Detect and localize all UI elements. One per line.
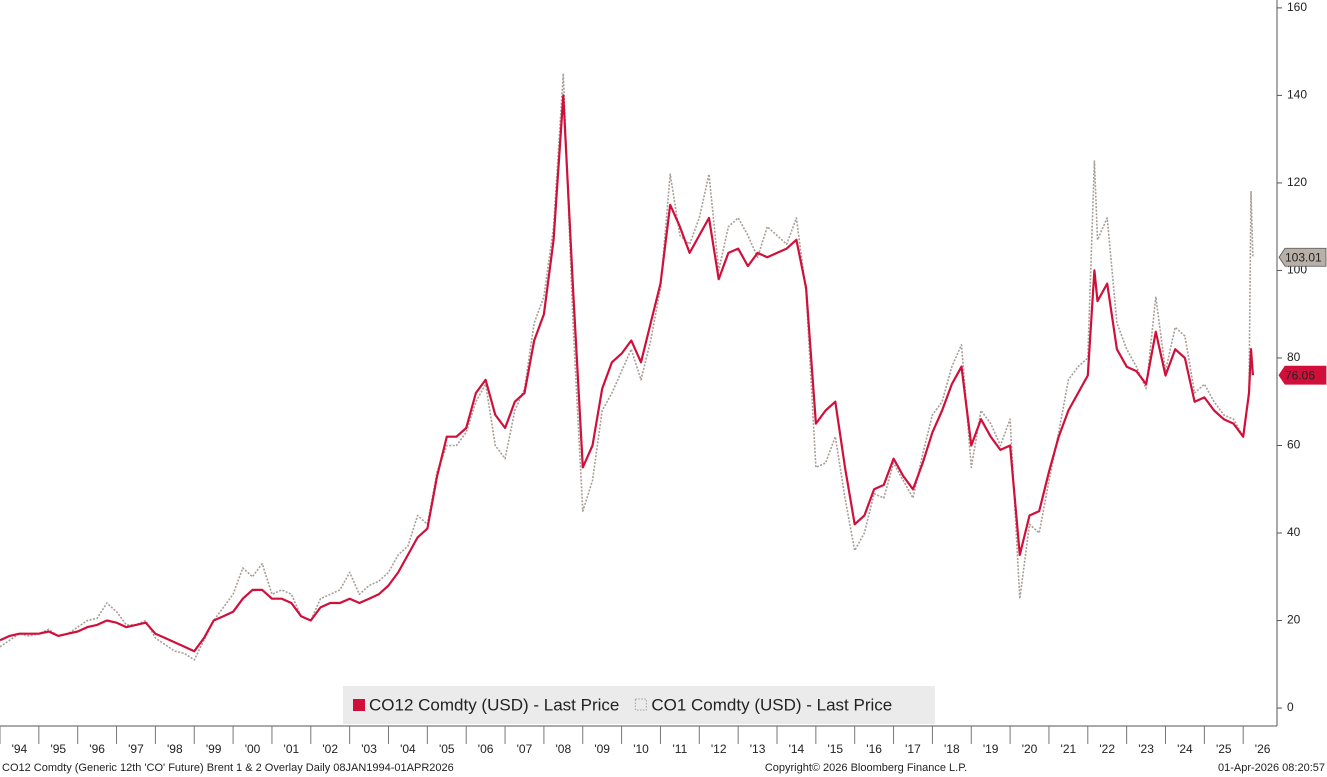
x-tick-label: '04 <box>400 742 416 756</box>
x-tick-label: '97 <box>128 742 144 756</box>
y-tick-label: 80 <box>1287 350 1301 364</box>
x-tick-label: '13 <box>750 742 766 756</box>
x-tick-label: '05 <box>439 742 455 756</box>
legend: CO12 Comdty (USD) - Last Price CO1 Comdty… <box>343 686 935 724</box>
last-value-tag: 103.01 <box>1278 247 1327 267</box>
x-tick-label: '01 <box>284 742 300 756</box>
x-tick-label: '14 <box>789 742 805 756</box>
series-line-co1 <box>0 72 1254 661</box>
x-tick-label: '02 <box>322 742 338 756</box>
x-tick-label: '11 <box>673 742 688 756</box>
x-tick-label: '24 <box>1177 742 1193 756</box>
legend-swatch <box>353 699 365 711</box>
x-tick-label: '00 <box>245 742 261 756</box>
footer-center: Copyright© 2026 Bloomberg Finance L.P. <box>765 762 967 774</box>
y-tick-label: 20 <box>1287 613 1301 627</box>
series-line-co12 <box>0 94 1254 653</box>
x-tick-label: '12 <box>711 742 727 756</box>
x-tick-label: '96 <box>89 742 105 756</box>
last-value-tag: 76.06 <box>1278 365 1327 385</box>
y-tick-label: 160 <box>1287 0 1307 14</box>
footer-left: CO12 Comdty (Generic 12th 'CO' Future) B… <box>2 762 454 774</box>
x-tick-label: '10 <box>633 742 649 756</box>
legend-swatch <box>634 698 647 711</box>
last-value-label: 103.01 <box>1285 250 1322 264</box>
y-tick-label: 140 <box>1287 88 1307 102</box>
x-tick-label: '25 <box>1216 742 1232 756</box>
legend-label: CO1 Comdty (USD) - Last Price <box>651 695 892 714</box>
last-value-label: 76.06 <box>1285 368 1315 382</box>
x-tick-label: '26 <box>1255 742 1271 756</box>
x-tick-label: '06 <box>478 742 494 756</box>
x-tick-label: '19 <box>983 742 999 756</box>
x-tick-label: '23 <box>1138 742 1154 756</box>
x-tick-label: '17 <box>905 742 921 756</box>
x-tick-label: '07 <box>517 742 533 756</box>
x-tick-label: '20 <box>1022 742 1038 756</box>
x-tick-label: '09 <box>594 742 610 756</box>
y-tick-label: 60 <box>1287 438 1301 452</box>
legend-box <box>343 686 935 724</box>
legend-label: CO12 Comdty (USD) - Last Price <box>369 695 619 714</box>
x-tick-label: '18 <box>944 742 960 756</box>
x-tick-label: '16 <box>866 742 882 756</box>
y-tick-label: 120 <box>1287 175 1307 189</box>
x-tick-label: '03 <box>361 742 377 756</box>
y-tick-label: 0 <box>1287 700 1294 714</box>
x-tick-label: '95 <box>50 742 66 756</box>
footer-right: 01-Apr-2026 08:20:57 <box>1218 762 1325 774</box>
x-tick-label: '94 <box>12 742 28 756</box>
x-tick-label: '99 <box>206 742 222 756</box>
x-tick-label: '21 <box>1061 742 1077 756</box>
last-value-box <box>1278 365 1327 385</box>
x-tick-label: '15 <box>827 742 843 756</box>
x-tick-label: '98 <box>167 742 183 756</box>
x-tick-label: '22 <box>1099 742 1115 756</box>
x-tick-label: '08 <box>556 742 572 756</box>
y-tick-label: 40 <box>1287 525 1301 539</box>
last-value-box <box>1278 247 1327 267</box>
